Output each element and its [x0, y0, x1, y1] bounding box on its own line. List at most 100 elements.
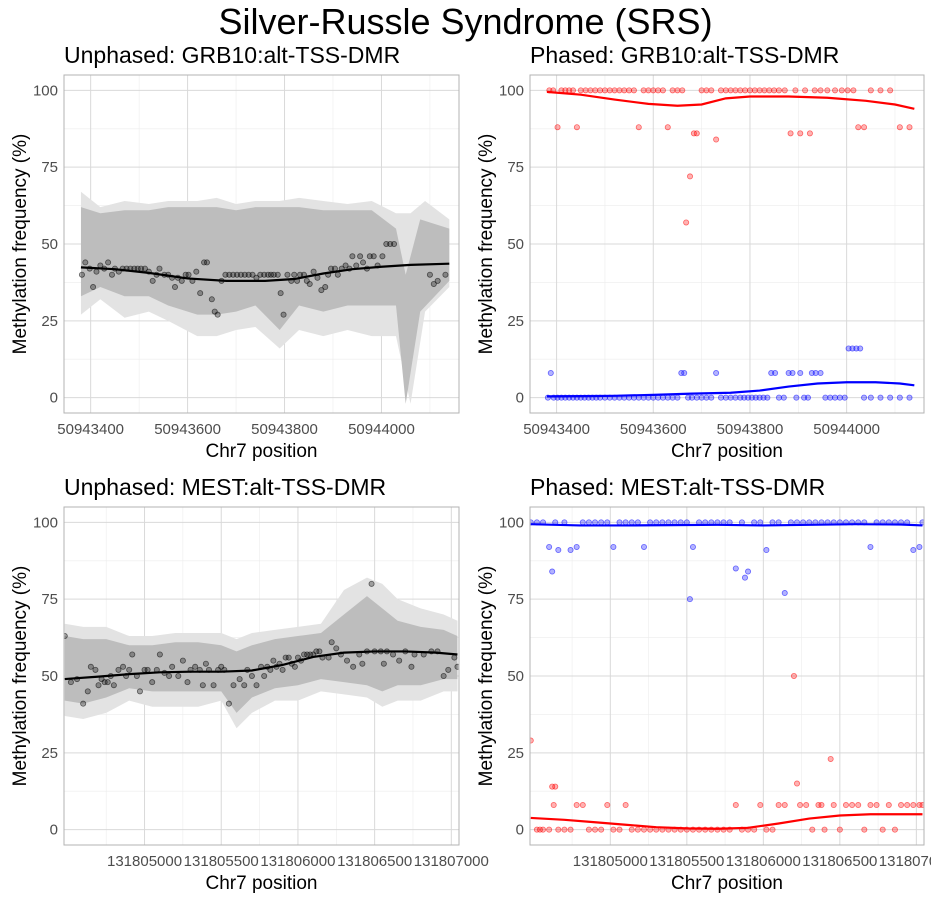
- data-point: [655, 87, 662, 94]
- data-point: [794, 780, 801, 787]
- data-point: [577, 87, 584, 94]
- data-point: [867, 543, 874, 550]
- y-tick-label: 25: [507, 313, 524, 330]
- data-point: [873, 802, 880, 809]
- data-point: [208, 296, 215, 303]
- data-point: [592, 519, 599, 526]
- data-point: [910, 802, 917, 809]
- data-point: [579, 519, 586, 526]
- data-point: [764, 394, 771, 401]
- data-point: [634, 826, 641, 833]
- data-point: [827, 755, 834, 762]
- smooth-trend-line: [80, 262, 450, 282]
- smooth-trend-line: [546, 90, 915, 110]
- data-point: [780, 394, 787, 401]
- data-point: [101, 679, 108, 686]
- data-point: [622, 519, 629, 526]
- data-point: [530, 737, 534, 744]
- data-point: [703, 87, 710, 94]
- data-point: [916, 802, 923, 809]
- plot-frame: [63, 506, 460, 846]
- data-point: [359, 660, 366, 667]
- x-tick-label: 50943800: [717, 421, 784, 438]
- data-point: [751, 519, 758, 526]
- data-point: [838, 87, 845, 94]
- data-point: [792, 87, 799, 94]
- x-axis-label: Chr7 position: [206, 873, 318, 894]
- panel-title: Phased: GRB10:alt-TSS-DMR: [530, 42, 839, 68]
- data-point: [717, 87, 724, 94]
- x-tick-label: 131807000: [879, 853, 931, 870]
- data-point: [179, 657, 186, 664]
- data-point: [279, 666, 286, 673]
- data-point: [555, 826, 562, 833]
- plot-frame: [529, 74, 925, 414]
- y-axis-label: Methylation frequency (%): [476, 134, 497, 355]
- data-point: [442, 271, 449, 278]
- data-point: [440, 673, 447, 680]
- data-point: [604, 802, 611, 809]
- x-tick-label: 131807000: [414, 853, 489, 870]
- data-point: [732, 87, 739, 94]
- y-tick-label: 100: [499, 514, 524, 531]
- data-point: [241, 682, 248, 689]
- data-point: [891, 826, 898, 833]
- x-tick-label: 131805500: [184, 853, 259, 870]
- data-point: [344, 657, 351, 664]
- data-point: [370, 253, 377, 260]
- data-point: [567, 826, 574, 833]
- data-point: [193, 268, 200, 275]
- data-point: [454, 663, 459, 670]
- data-point: [129, 651, 136, 658]
- y-tick-label: 50: [507, 236, 524, 253]
- data-point: [585, 826, 592, 833]
- data-point: [781, 590, 788, 597]
- data-point: [248, 673, 255, 680]
- data-point: [751, 87, 758, 94]
- data-point: [291, 663, 298, 670]
- data-point: [708, 394, 715, 401]
- x-tick-label: 131805000: [573, 853, 648, 870]
- data-point: [713, 136, 720, 143]
- data-point: [836, 826, 843, 833]
- data-point: [203, 259, 210, 266]
- data-point: [570, 87, 577, 94]
- x-tick-label: 50943600: [154, 421, 221, 438]
- x-tick-label: 50944000: [348, 421, 415, 438]
- data-point: [861, 394, 868, 401]
- y-tick-label: 50: [41, 236, 58, 253]
- data-point: [622, 802, 629, 809]
- data-point: [916, 543, 923, 550]
- data-point: [763, 547, 770, 554]
- data-point: [802, 87, 809, 94]
- y-tick-label: 0: [516, 822, 524, 839]
- x-tick-label: 50943600: [620, 421, 687, 438]
- x-tick-label: 131806000: [260, 853, 335, 870]
- data-point: [775, 394, 782, 401]
- data-point: [727, 87, 734, 94]
- chart-panel-p2: 0 25 50 75 100 50943400 50943600 50943800 509440…: [476, 42, 925, 462]
- data-point: [867, 394, 874, 401]
- data-point: [688, 394, 695, 401]
- data-point: [703, 394, 710, 401]
- data-point: [80, 700, 87, 707]
- data-point: [611, 87, 618, 94]
- data-point: [693, 130, 700, 137]
- data-point: [342, 262, 349, 269]
- data-point: [585, 519, 592, 526]
- data-point: [82, 259, 89, 266]
- data-point: [898, 802, 905, 809]
- data-point: [90, 284, 97, 291]
- data-point: [621, 87, 628, 94]
- data-point: [445, 666, 452, 673]
- data-point: [906, 394, 913, 401]
- data-point: [291, 271, 298, 278]
- data-point: [573, 543, 580, 550]
- data-point: [230, 682, 237, 689]
- data-point: [579, 802, 586, 809]
- x-tick-label: 131806500: [802, 853, 877, 870]
- data-point: [849, 802, 856, 809]
- data-point: [822, 394, 829, 401]
- data-point: [156, 265, 163, 272]
- panel-title: Unphased: MEST:alt-TSS-DMR: [64, 474, 386, 500]
